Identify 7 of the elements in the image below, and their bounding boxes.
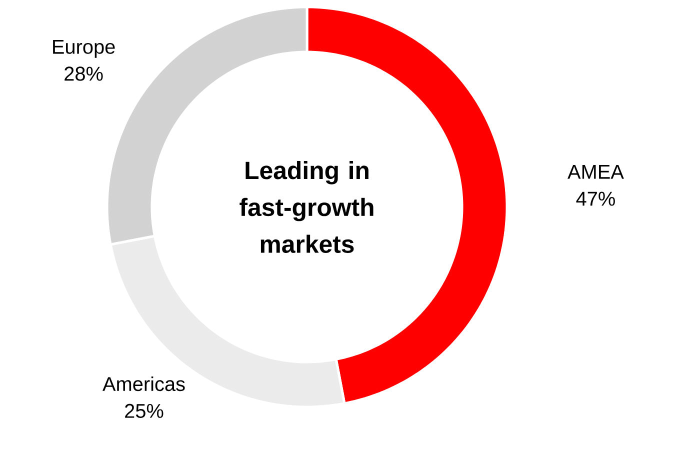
slice-label: AMEA (568, 165, 624, 179)
data-label: 47% (576, 192, 615, 206)
data-label: 25% (125, 404, 164, 418)
data-label: 28% (64, 66, 103, 81)
slice-label: Europe (53, 40, 115, 58)
text: Leading in fast-growth markets (240, 160, 374, 254)
slice-label: Americas (102, 376, 185, 392)
